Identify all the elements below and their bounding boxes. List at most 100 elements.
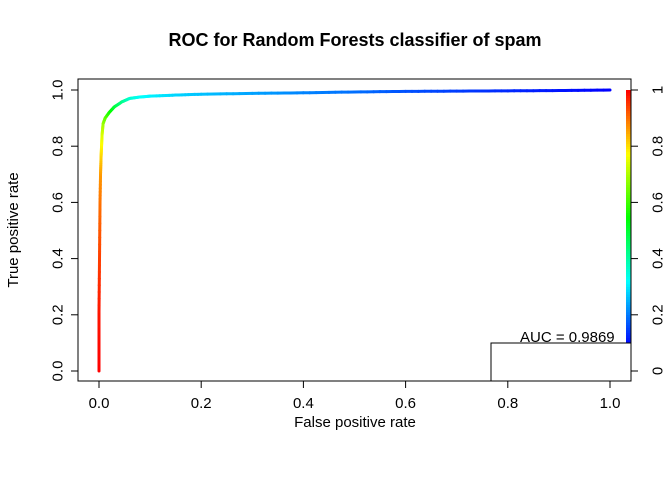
colorbar-strip xyxy=(626,128,631,132)
colorbar-strip xyxy=(626,258,631,262)
colorbar-strip xyxy=(626,181,631,185)
auc-legend: AUC = 0.9869 xyxy=(490,329,632,382)
colorbar-strip xyxy=(626,291,631,295)
colorbar-strip xyxy=(626,204,631,208)
colorbar-strip xyxy=(626,212,631,216)
x-tick-label: 0.2 xyxy=(191,395,212,412)
colorbar-strip xyxy=(626,110,631,114)
colorbar-strip xyxy=(626,283,631,287)
colorbar-strip xyxy=(626,286,631,290)
y-tick-label: 0.6 xyxy=(50,192,67,213)
colorbar-strip xyxy=(626,237,631,242)
colorbar-strip xyxy=(626,130,631,134)
colorbar-strip xyxy=(626,265,631,270)
colorbar-strip xyxy=(626,245,631,249)
colorbar-strip xyxy=(626,202,631,206)
colorbar-strip xyxy=(626,197,631,201)
colorbar-strip xyxy=(626,184,631,188)
x-axis-label: False positive rate xyxy=(294,414,416,431)
colorbar-strip xyxy=(626,148,631,152)
auc-legend-box xyxy=(490,342,632,382)
colorbar-strip xyxy=(626,248,631,252)
colorbar-strip xyxy=(626,135,631,140)
colorbar-strip xyxy=(626,143,631,147)
colorbar-strip xyxy=(626,263,631,267)
colorbar-strip xyxy=(626,268,631,272)
colorbar-strip xyxy=(626,278,631,282)
colorbar-strip xyxy=(626,112,631,117)
colorbar-strip xyxy=(626,322,631,326)
colorbar-strip xyxy=(626,288,631,293)
colorbar-strip xyxy=(626,161,631,165)
colorbar-strip xyxy=(626,253,631,257)
colorbar-strip xyxy=(626,316,631,321)
colorbar-strip xyxy=(626,107,631,111)
colorbar-strip xyxy=(626,319,631,323)
colorbar-tick-label: 1 xyxy=(650,86,667,94)
colorbar-strip xyxy=(626,192,631,196)
colorbar xyxy=(626,90,631,346)
colorbar-strip xyxy=(626,309,631,313)
colorbar-strip xyxy=(626,220,631,224)
colorbar-strip xyxy=(626,189,631,193)
colorbar-strip xyxy=(626,151,631,155)
y-tick-label: 0.8 xyxy=(50,136,67,157)
y-axis: 0.0 0.2 0.4 0.6 0.8 1.0 xyxy=(50,80,79,381)
y-tick-label: 1.0 xyxy=(50,80,67,101)
colorbar-strip xyxy=(626,207,631,211)
auc-label: AUC = xyxy=(520,329,569,346)
colorbar-strip xyxy=(626,339,631,344)
colorbar-strip xyxy=(626,169,631,173)
colorbar-strip xyxy=(626,311,631,315)
auc-legend-text: AUC = 0.9869 xyxy=(520,329,615,346)
colorbar-tick-label: 0.2 xyxy=(650,304,667,325)
colorbar-strip xyxy=(626,225,631,229)
colorbar-strip xyxy=(626,194,631,198)
colorbar-strip xyxy=(626,301,631,305)
colorbar-strip xyxy=(626,243,631,247)
auc-value: 0.9869 xyxy=(569,329,615,346)
colorbar-tick-label: 0.4 xyxy=(650,248,667,269)
colorbar-strip xyxy=(626,299,631,303)
colorbar-strip xyxy=(626,153,631,157)
colorbar-strip xyxy=(626,120,631,124)
x-tick-label: 0.6 xyxy=(395,395,416,412)
colorbar-strip xyxy=(626,324,631,328)
colorbar-strip xyxy=(626,214,631,219)
x-tick-label: 0.4 xyxy=(293,395,314,412)
x-tick-label: 0.0 xyxy=(89,395,110,412)
colorbar-strip xyxy=(626,171,631,175)
colorbar-strip xyxy=(626,138,631,142)
x-tick-label: 1.0 xyxy=(600,395,621,412)
colorbar-strip xyxy=(626,276,631,280)
colorbar-strip xyxy=(626,273,631,277)
colorbar-strip xyxy=(626,118,631,122)
x-tick-label: 0.8 xyxy=(497,395,518,412)
colorbar-strip xyxy=(626,141,631,145)
x-axis: 0.0 0.2 0.4 0.6 0.8 1.0 xyxy=(89,380,621,412)
colorbar-strip xyxy=(626,179,631,183)
colorbar-strip xyxy=(626,329,631,333)
colorbar-strip xyxy=(626,174,631,178)
colorbar-strip xyxy=(626,90,631,94)
colorbar-strip xyxy=(626,100,631,104)
colorbar-strip xyxy=(626,146,631,150)
colorbar-strip xyxy=(626,125,631,129)
colorbar-strip xyxy=(626,95,631,99)
colorbar-strip xyxy=(626,199,631,203)
colorbar-strip xyxy=(626,314,631,318)
colorbar-strip xyxy=(626,304,631,308)
y-tick-label: 0.4 xyxy=(50,248,67,269)
colorbar-strip xyxy=(626,133,631,137)
colorbar-strip xyxy=(626,230,631,234)
colorbar-strip xyxy=(626,250,631,254)
colorbar-strip xyxy=(626,294,631,298)
colorbar-strip xyxy=(626,123,631,127)
roc-curve xyxy=(97,88,612,373)
colorbar-tick-label: 0 xyxy=(650,367,667,375)
colorbar-strip xyxy=(626,240,631,244)
colorbar-strip xyxy=(626,271,631,275)
y-tick-label: 0.2 xyxy=(50,304,67,325)
colorbar-strip xyxy=(626,97,631,101)
